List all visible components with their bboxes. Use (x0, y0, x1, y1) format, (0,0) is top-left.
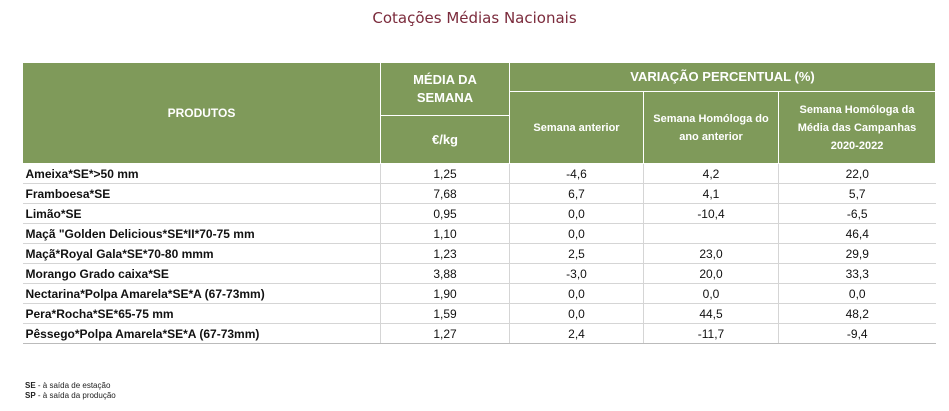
cell-campanhas: 5,7 (777, 183, 936, 204)
cell-homologa: 20,0 (643, 263, 779, 284)
cell-media: 1,27 (380, 323, 510, 344)
cell-media: 1,23 (380, 243, 510, 264)
cell-homologa: 0,0 (643, 283, 779, 304)
header-semana-homologa: Semana Homóloga do ano anterior (643, 91, 779, 164)
cell-media: 1,10 (380, 223, 510, 244)
cell-produto: Pêssego*Polpa Amarela*SE*A (67-73mm) (22, 323, 381, 344)
cell-produto: Nectarina*Polpa Amarela*SE*A (67-73mm) (22, 283, 381, 304)
header-media-semana: MÉDIA DA SEMANA (380, 62, 510, 116)
cell-media: 1,25 (380, 163, 510, 184)
cell-homologa: 4,1 (643, 183, 779, 204)
table-row: Limão*SE 0,95 0,0 -10,4 -6,5 (22, 203, 936, 224)
cell-anterior: 2,4 (509, 323, 644, 344)
cell-produto: Framboesa*SE (22, 183, 381, 204)
cell-campanhas: 22,0 (777, 163, 936, 184)
footnote-abbr: SP (25, 391, 36, 400)
cell-anterior: -3,0 (509, 263, 644, 284)
table-row: Nectarina*Polpa Amarela*SE*A (67-73mm) 1… (22, 283, 936, 304)
footnote-se: SE - à saída de estação (25, 381, 116, 391)
footnote-text: - à saída da produção (35, 391, 116, 400)
cell-media: 1,90 (380, 283, 510, 304)
cell-produto: Ameixa*SE*>50 mm (22, 163, 381, 184)
table-row: Pera*Rocha*SE*65-75 mm 1,59 0,0 44,5 48,… (22, 303, 936, 324)
footnote-abbr: SE (25, 381, 36, 390)
footnote-sp: SP - à saída da produção (25, 391, 116, 401)
table-row: Ameixa*SE*>50 mm 1,25 -4,6 4,2 22,0 (22, 163, 936, 184)
cell-campanhas: 48,2 (777, 303, 936, 324)
cell-campanhas: -6,5 (777, 203, 936, 224)
cell-anterior: 2,5 (509, 243, 644, 264)
table-row: Maçã*Royal Gala*SE*70-80 mmm 1,23 2,5 23… (22, 243, 936, 264)
cell-produto: Morango Grado caixa*SE (22, 263, 381, 284)
header-semana-homologa-campanhas: Semana Homóloga da Média das Campanhas 2… (777, 91, 937, 164)
cell-campanhas: 29,9 (777, 243, 936, 264)
cell-campanhas: -9,4 (777, 323, 936, 344)
header-produtos: PRODUTOS (22, 62, 381, 164)
table-row: Pêssego*Polpa Amarela*SE*A (67-73mm) 1,2… (22, 323, 936, 344)
cell-homologa: 44,5 (643, 303, 779, 324)
cell-campanhas: 33,3 (777, 263, 936, 284)
cell-anterior: -4,6 (509, 163, 644, 184)
cell-homologa: -10,4 (643, 203, 779, 224)
cell-produto: Pera*Rocha*SE*65-75 mm (22, 303, 381, 324)
cell-homologa: -11,7 (643, 323, 779, 344)
cell-homologa: 23,0 (643, 243, 779, 264)
cell-campanhas: 46,4 (777, 223, 936, 244)
cell-anterior: 0,0 (509, 303, 644, 324)
header-variacao-percentual: VARIAÇÃO PERCENTUAL (%) (508, 62, 937, 92)
table-row: Morango Grado caixa*SE 3,88 -3,0 20,0 33… (22, 263, 936, 284)
cell-anterior: 6,7 (509, 183, 644, 204)
header-semana-anterior: Semana anterior (509, 91, 644, 164)
cell-media: 1,59 (380, 303, 510, 324)
footnote-text: - à saída de estação (35, 381, 111, 390)
cell-anterior: 0,0 (509, 283, 644, 304)
table-row: Maçã "Golden Delicious*SE*II*70-75 mm 1,… (22, 223, 936, 244)
page-title: Cotações Médias Nacionais (372, 9, 577, 27)
table-row: Framboesa*SE 7,68 6,7 4,1 5,7 (22, 183, 936, 204)
cell-produto: Limão*SE (22, 203, 381, 224)
cell-media: 3,88 (380, 263, 510, 284)
cell-media: 7,68 (380, 183, 510, 204)
header-unit: €/kg (380, 115, 510, 164)
cell-anterior: 0,0 (509, 203, 644, 224)
cell-anterior: 0,0 (509, 223, 644, 244)
cell-campanhas: 0,0 (777, 283, 936, 304)
cell-homologa: 4,2 (643, 163, 779, 184)
cell-produto: Maçã "Golden Delicious*SE*II*70-75 mm (22, 223, 381, 244)
cell-produto: Maçã*Royal Gala*SE*70-80 mmm (22, 243, 381, 264)
quotes-table: PRODUTOS MÉDIA DA SEMANA VARIAÇÃO PERCEN… (22, 62, 937, 344)
cell-media: 0,95 (380, 203, 510, 224)
footnotes: SE - à saída de estação SP - à saída da … (25, 381, 116, 401)
cell-homologa (643, 223, 779, 244)
